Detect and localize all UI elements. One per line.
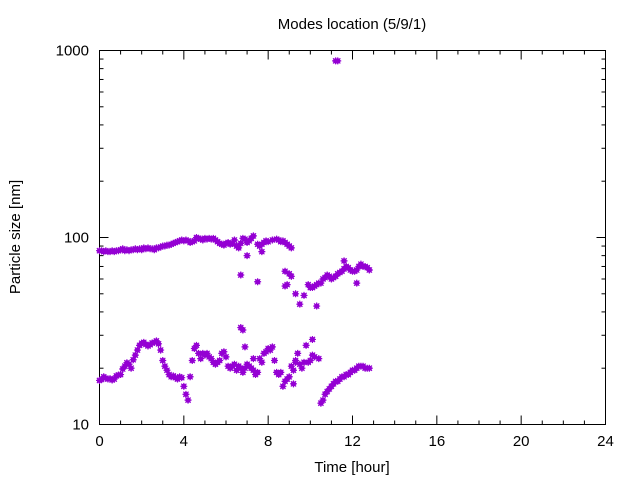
x-tick-label: 4 <box>180 433 188 450</box>
data-point <box>277 368 285 376</box>
data-point <box>283 281 291 289</box>
y-tick-label: 100 <box>64 230 89 247</box>
data-point <box>192 341 200 349</box>
data-point <box>129 356 137 364</box>
data-point <box>241 343 249 351</box>
x-tick-label: 12 <box>344 433 361 450</box>
data-point <box>235 244 243 252</box>
x-tick-label: 0 <box>95 433 103 450</box>
data-point <box>178 374 186 382</box>
data-point <box>300 291 308 299</box>
data-point <box>279 382 287 390</box>
x-tick-label: 20 <box>513 433 530 450</box>
data-point <box>287 272 295 280</box>
data-point <box>289 380 297 388</box>
data-point <box>237 271 245 279</box>
data-point <box>268 343 276 351</box>
y-axis-label: Particle size [nm] <box>7 180 24 294</box>
y-tick-label: 10 <box>72 417 89 434</box>
data-point <box>281 267 289 275</box>
data-point <box>243 252 251 260</box>
data-point <box>270 356 278 364</box>
x-axis-tick-labels: 0 4 8 12 16 20 24 <box>95 433 614 450</box>
y-axis-tick-labels: 10 100 1000 <box>56 43 89 434</box>
data-point <box>315 355 323 363</box>
data-point <box>287 244 295 252</box>
data-point <box>294 349 302 357</box>
data-point <box>296 300 304 308</box>
data-point <box>249 355 257 363</box>
data-point <box>180 382 188 390</box>
data-point <box>289 366 297 374</box>
data-point <box>298 364 306 372</box>
data-point <box>216 356 224 364</box>
data-point <box>127 364 135 372</box>
data-point <box>184 396 192 404</box>
data-point <box>161 362 169 370</box>
data-point <box>249 366 257 374</box>
data-point <box>133 346 141 354</box>
data-point <box>233 366 241 374</box>
data-point <box>237 364 245 372</box>
data-point <box>155 340 163 348</box>
data-point <box>334 57 342 65</box>
data-point <box>353 279 361 287</box>
data-point <box>340 257 348 265</box>
data-point <box>188 356 196 364</box>
data-point <box>117 371 125 379</box>
data-point <box>313 302 321 310</box>
data-point <box>157 346 165 354</box>
data-point <box>287 362 295 370</box>
x-tick-label: 16 <box>428 433 445 450</box>
data-point <box>285 373 293 381</box>
data-point <box>220 348 228 356</box>
data-point <box>292 290 300 298</box>
data-point <box>254 278 262 286</box>
data-points <box>96 57 373 407</box>
data-point <box>258 248 266 256</box>
data-point <box>317 279 325 287</box>
data-point <box>230 236 238 244</box>
y-tick-label: 1000 <box>56 43 89 60</box>
x-tick-label: 8 <box>264 433 272 450</box>
data-point <box>292 358 300 366</box>
data-point <box>302 341 310 349</box>
data-point <box>237 239 245 247</box>
data-point <box>239 368 247 376</box>
data-point <box>186 373 194 381</box>
data-point <box>239 326 247 334</box>
data-point <box>182 390 190 398</box>
data-point <box>254 368 262 376</box>
data-point <box>296 360 304 368</box>
data-point <box>222 353 230 361</box>
data-point <box>125 360 133 368</box>
axis-ticks <box>99 50 606 425</box>
data-point <box>230 360 238 368</box>
data-point <box>163 366 171 374</box>
chart-title: Modes location (5/9/1) <box>278 16 426 33</box>
data-point <box>319 396 327 404</box>
data-point <box>195 349 203 357</box>
data-point <box>159 356 167 364</box>
data-point <box>365 266 373 274</box>
data-point <box>249 232 257 240</box>
x-axis-label: Time [hour] <box>314 459 389 476</box>
data-point <box>241 364 249 372</box>
data-point <box>365 364 373 372</box>
data-point <box>131 351 139 359</box>
x-tick-label: 24 <box>597 433 614 450</box>
data-point <box>308 335 316 343</box>
data-point <box>258 358 266 366</box>
data-point <box>306 356 314 364</box>
data-point <box>300 358 308 366</box>
